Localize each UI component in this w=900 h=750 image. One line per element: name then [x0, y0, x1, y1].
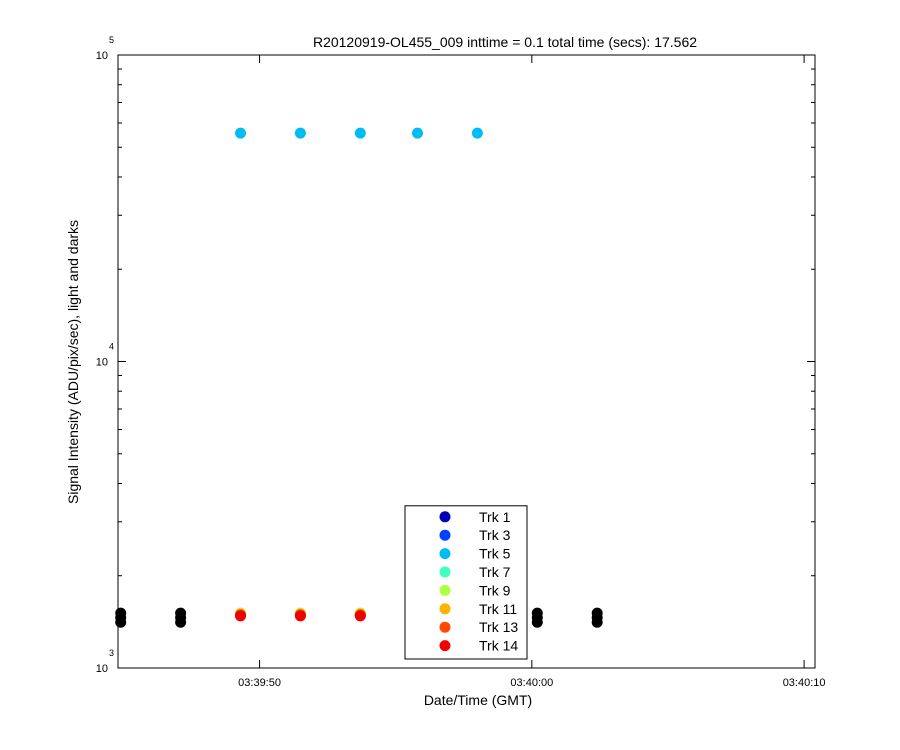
point: [411, 127, 423, 139]
x-tick-label: 03:40:10: [783, 677, 826, 689]
legend-marker: [439, 640, 451, 652]
legend-label: Trk 3: [479, 527, 511, 543]
point: [115, 616, 127, 628]
legend-label: Trk 14: [479, 638, 518, 654]
point: [235, 610, 247, 622]
point: [294, 610, 306, 622]
legend-marker: [439, 511, 451, 523]
legend-marker: [439, 603, 451, 615]
legend-label: Trk 9: [479, 582, 511, 598]
point: [235, 127, 247, 139]
legend-label: Trk 5: [479, 546, 511, 562]
y-tick-label: 10: [96, 663, 108, 675]
y-tick-exponent: 3: [109, 648, 114, 658]
legend-label: Trk 11: [479, 601, 517, 617]
legend-label: Trk 13: [479, 619, 518, 635]
chart-title: R20120919-OL455_009 inttime = 0.1 total …: [313, 34, 697, 50]
y-axis-label: Signal Intensity (ADU/pix/sec), light an…: [65, 220, 81, 504]
legend-marker: [439, 621, 451, 633]
legend-box: [404, 505, 528, 660]
x-axis-label: Date/Time (GMT): [424, 692, 532, 708]
point: [175, 616, 187, 628]
legend-label: Trk 1: [479, 509, 511, 525]
point: [531, 616, 543, 628]
y-tick-label: 10: [96, 50, 108, 62]
point: [354, 610, 366, 622]
point: [354, 127, 366, 139]
point: [591, 616, 603, 628]
y-tick-exponent: 4: [109, 342, 114, 352]
legend-marker: [439, 529, 451, 541]
legend-marker: [439, 566, 451, 578]
point: [294, 127, 306, 139]
x-tick-label: 03:39:50: [238, 677, 281, 689]
y-tick-label: 10: [96, 357, 108, 369]
legend-marker: [439, 584, 451, 596]
point: [471, 127, 483, 139]
y-tick-exponent: 5: [109, 35, 114, 45]
legend-marker: [439, 548, 451, 560]
legend-label: Trk 7: [479, 564, 511, 580]
x-tick-label: 03:40:00: [510, 677, 553, 689]
